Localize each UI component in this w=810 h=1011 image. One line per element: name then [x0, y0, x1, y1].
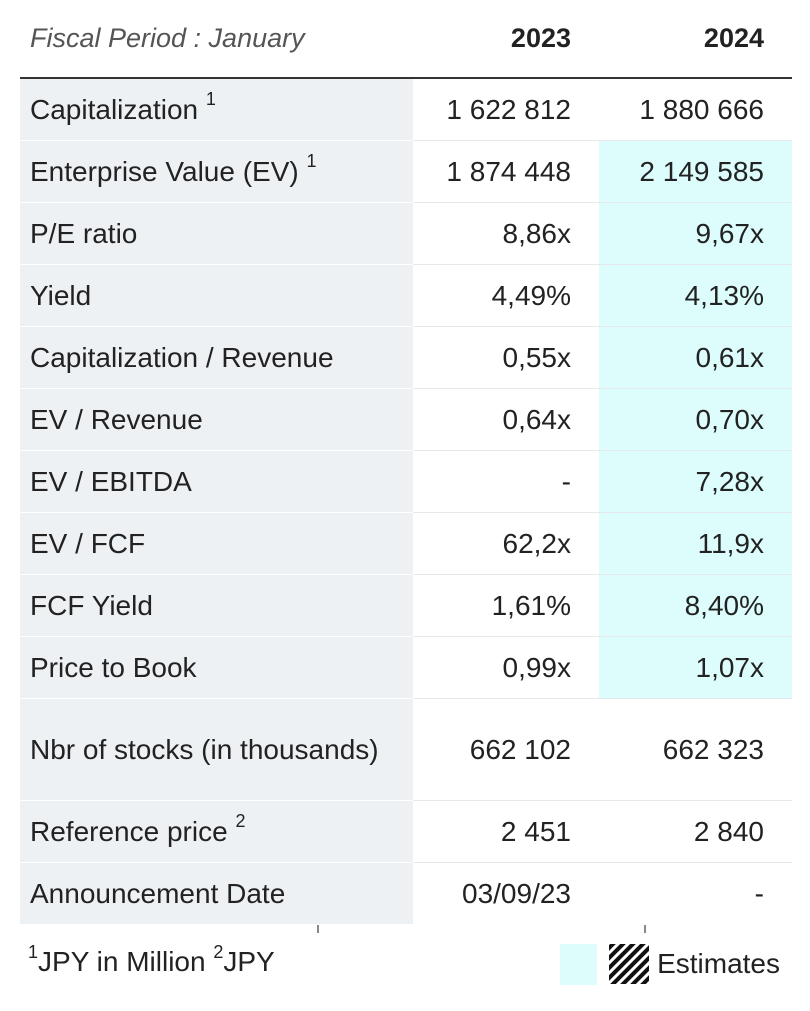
fiscal-period-heading: Fiscal Period : January [20, 0, 413, 79]
row-label-text: EV / EBITDA [30, 466, 192, 497]
row-label-text: Price to Book [30, 652, 197, 683]
row-label: EV / FCF [20, 512, 413, 575]
row-label: Announcement Date [20, 862, 413, 924]
row-label-text: FCF Yield [30, 590, 153, 621]
footnotes: 1JPY in Million 2JPY [28, 942, 275, 978]
table-row: EV / EBITDA -7,28x [20, 450, 792, 513]
table-row: Capitalization / Revenue 0,55x 0,61x [20, 326, 792, 389]
value-2024: 1,07x [599, 636, 792, 699]
row-label: EV / EBITDA [20, 450, 413, 513]
value-2023: 1 622 812 [413, 78, 599, 141]
valuation-table: Fiscal Period : January 2023 2024 Capita… [20, 0, 792, 924]
valuation-table-container: Fiscal Period : January 2023 2024 Capita… [20, 0, 792, 924]
row-label-text: Capitalization / Revenue [30, 342, 334, 373]
value-2024: - [754, 878, 764, 909]
footnote-1-marker: 1 [28, 942, 39, 962]
table-header-row: Fiscal Period : January 2023 2024 [20, 0, 792, 79]
value-2024: 4,13% [599, 264, 792, 327]
estimates-legend-label: Estimates [657, 948, 780, 979]
year-2023-heading: 2023 [413, 0, 599, 79]
table-row: FCF Yield 1,61% 8,40% [20, 574, 792, 637]
row-label-text: EV / Revenue [30, 404, 203, 435]
value-2024: 8,40% [599, 574, 792, 637]
row-label: EV / Revenue [20, 388, 413, 451]
value-2024: 1 880 666 [599, 78, 792, 141]
footnote-2-text: JPY [223, 946, 275, 977]
value-2023: 2 451 [413, 800, 599, 863]
row-label: FCF Yield [20, 574, 413, 637]
footnote-marker: 2 [235, 811, 246, 831]
value-2024: 662 323 [599, 698, 792, 801]
table-row: EV / Revenue 0,64x 0,70x [20, 388, 792, 451]
value-2023: 62,2x [413, 512, 599, 575]
row-label: P/E ratio [20, 202, 413, 265]
value-2024: 11,9x [599, 512, 792, 575]
value-2024: 0,70x [599, 388, 792, 451]
value-2023: 8,86x [413, 202, 599, 265]
row-label: Capitalization 1 [20, 78, 413, 141]
year-2024-heading: 2024 [599, 0, 792, 79]
value-2023: 4,49% [413, 264, 599, 327]
column-tick [317, 925, 319, 933]
row-label: Reference price 2 [20, 800, 413, 863]
table-row: Announcement Date 03/09/23 - [20, 862, 792, 924]
value-2023: 1,61% [413, 574, 599, 637]
row-label: Enterprise Value (EV) 1 [20, 140, 413, 203]
footnote-2-marker: 2 [213, 942, 224, 962]
value-2023: 03/09/23 [462, 878, 571, 909]
value-2024: 2 840 [599, 800, 792, 863]
row-label: Capitalization / Revenue [20, 326, 413, 389]
row-label-text: Yield [30, 280, 92, 311]
table-row: Nbr of stocks (in thousands) 662 102 662 3… [20, 698, 792, 801]
footnote-1-text: JPY in Million [38, 946, 206, 977]
value-2023: - [413, 450, 599, 513]
value-2023: 0,99x [413, 636, 599, 699]
row-label-text: Reference price [30, 816, 228, 847]
footnote-marker: 1 [205, 89, 216, 109]
row-label-text: Enterprise Value (EV) [30, 156, 299, 187]
value-2024: 0,61x [599, 326, 792, 389]
row-label: Nbr of stocks (in thousands) [20, 698, 413, 801]
value-2023: 1 874 448 [413, 140, 599, 203]
value-2024: 7,28x [599, 450, 792, 513]
hatch-pattern-icon [609, 944, 650, 984]
row-label-text: Nbr of stocks (in thousands) [30, 734, 379, 765]
row-label-text: P/E ratio [30, 218, 138, 249]
column-ticks [0, 925, 772, 937]
value-2023: 0,64x [413, 388, 599, 451]
table-row: EV / FCF 62,2x 11,9x [20, 512, 792, 575]
table-row: P/E ratio 8,86x 9,67x [20, 202, 792, 265]
table-row: Yield 4,49% 4,13% [20, 264, 792, 327]
row-label-text: Announcement Date [30, 878, 286, 909]
estimates-legend: Estimates [560, 942, 780, 986]
row-label: Price to Book [20, 636, 413, 699]
value-2023: 0,55x [413, 326, 599, 389]
column-tick [644, 925, 646, 933]
row-label-text: EV / FCF [30, 528, 146, 559]
table-row: Price to Book 0,99x 1,07x [20, 636, 792, 699]
estimate-color-swatch [560, 943, 598, 985]
value-2024: 9,67x [599, 202, 792, 265]
value-2024: 2 149 585 [599, 140, 792, 203]
row-label-text: Capitalization [30, 94, 199, 125]
value-2023: 662 102 [413, 698, 599, 801]
footnote-marker: 1 [306, 151, 317, 171]
table-footer: 1JPY in Million 2JPY Estimates [28, 942, 788, 986]
row-label: Yield [20, 264, 413, 327]
